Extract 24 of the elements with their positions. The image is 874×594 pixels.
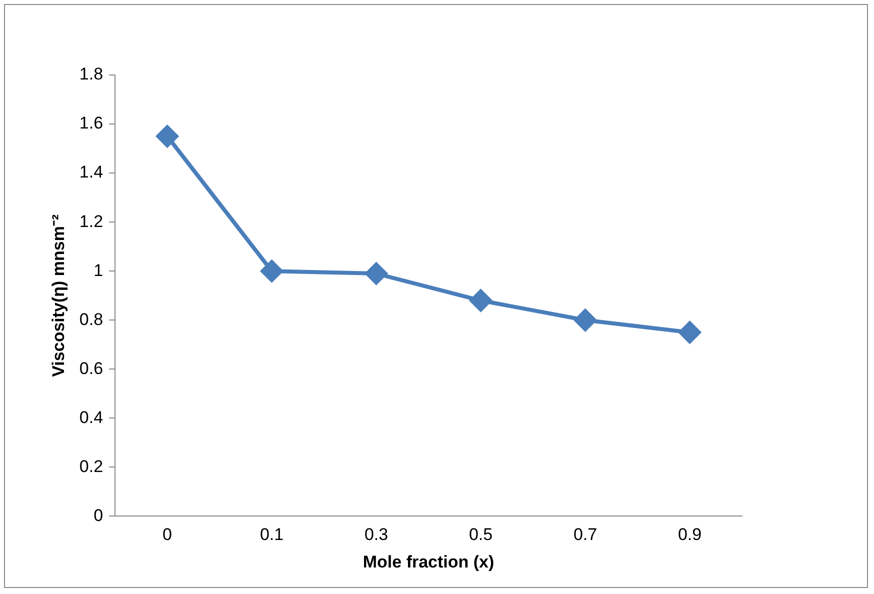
- y-tick-label: 0.8: [79, 310, 104, 329]
- point: [365, 262, 388, 285]
- point: [470, 290, 492, 312]
- x-tick-label: 0: [162, 525, 172, 544]
- y-tick-label: 0.6: [79, 358, 104, 378]
- y-tick-label: 1.6: [79, 114, 104, 133]
- y-tick-label: 1.4: [79, 162, 104, 182]
- y-tick-label: 0.2: [79, 456, 104, 476]
- y-tick-label: 1.8: [79, 64, 104, 84]
- y-tick-label: 0.4: [79, 408, 104, 427]
- x-tick-label: 0.1: [260, 525, 284, 544]
- x-axis-title: Mole fraction (x): [362, 552, 494, 572]
- point: [678, 321, 701, 344]
- y-axis-title: Viscosity(η) mnsm⁻²: [48, 214, 68, 377]
- point: [574, 309, 596, 332]
- point: [260, 260, 283, 282]
- y-tick-label: 0: [94, 506, 104, 525]
- x-tick-label: 0.5: [468, 525, 493, 544]
- y-tick-label: 1.2: [79, 212, 104, 231]
- x-tick-label: 0.7: [573, 525, 598, 544]
- x-tick-label: 0.9: [678, 525, 702, 544]
- x-tick-label: 0.3: [364, 525, 388, 544]
- point: [156, 125, 178, 148]
- y-tick-label: 1: [94, 260, 104, 280]
